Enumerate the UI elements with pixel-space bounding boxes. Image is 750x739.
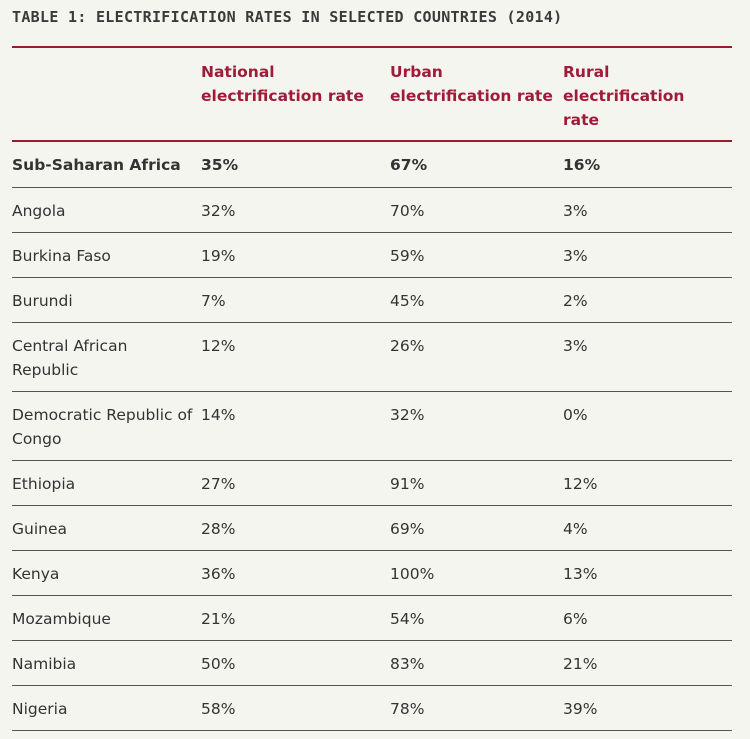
rural-cell: 4%	[563, 520, 588, 538]
header-rural-line: electrification	[563, 87, 685, 105]
national-cell: 58%	[201, 700, 236, 718]
rural-cell: 16%	[563, 156, 601, 174]
rural-cell: 2%	[563, 292, 588, 310]
country-cell: Mozambique	[12, 610, 111, 628]
national-cell: 50%	[201, 655, 236, 673]
country-cell: Burundi	[12, 292, 73, 310]
country-cell: Democratic Republic of Congo	[12, 406, 193, 448]
rural-cell: 3%	[563, 247, 588, 265]
country-cell: Guinea	[12, 520, 67, 538]
country-cell: Central African Republic	[12, 337, 128, 379]
table-row: Angola 32% 70% 3%	[12, 188, 732, 233]
national-cell: 14%	[201, 406, 236, 424]
table-row: Mozambique 21% 54% 6%	[12, 596, 732, 641]
table-row: Guinea 28% 69% 4%	[12, 506, 732, 551]
national-cell: 32%	[201, 202, 236, 220]
national-cell: 21%	[201, 610, 236, 628]
urban-cell: 32%	[390, 406, 425, 424]
urban-cell: 45%	[390, 292, 425, 310]
country-cell: Burkina Faso	[12, 247, 111, 265]
urban-cell: 26%	[390, 337, 425, 355]
national-cell: 28%	[201, 520, 236, 538]
rural-cell: 3%	[563, 202, 588, 220]
table-row: Nigeria 58% 78% 39%	[12, 686, 732, 731]
urban-cell: 54%	[390, 610, 425, 628]
table-row: Democratic Republic of Congo 14% 32% 0%	[12, 392, 732, 461]
table-row-summary: Sub-Saharan Africa 35% 67% 16%	[12, 142, 732, 188]
urban-cell: 91%	[390, 475, 425, 493]
header-urban-line: Urban	[390, 63, 443, 81]
table-row: Ethiopia 27% 91% 12%	[12, 461, 732, 506]
header-rural: Rural electrification rate	[563, 60, 684, 132]
table-title: TABLE 1: ELECTRIFICATION RATES IN SELECT…	[12, 8, 563, 26]
country-cell: Sub-Saharan Africa	[12, 156, 181, 174]
urban-cell: 59%	[390, 247, 425, 265]
header-bottom-rule	[12, 140, 732, 142]
urban-cell: 83%	[390, 655, 425, 673]
urban-cell: 100%	[390, 565, 435, 583]
rural-cell: 3%	[563, 337, 588, 355]
country-cell: Nigeria	[12, 700, 68, 718]
header-rural-line: Rural	[563, 63, 610, 81]
country-cell: Kenya	[12, 565, 60, 583]
national-cell: 36%	[201, 565, 236, 583]
urban-cell: 69%	[390, 520, 425, 538]
urban-cell: 78%	[390, 700, 425, 718]
table-row: Burundi 7% 45% 2%	[12, 278, 732, 323]
national-cell: 27%	[201, 475, 236, 493]
header-rural-line: rate	[563, 111, 600, 129]
header-top-rule	[12, 46, 732, 48]
header-national: National electrification rate	[201, 60, 364, 108]
rural-cell: 6%	[563, 610, 588, 628]
rural-cell: 12%	[563, 475, 598, 493]
table-row: Kenya 36% 100% 13%	[12, 551, 732, 596]
table-row: Namibia 50% 83% 21%	[12, 641, 732, 686]
header-national-line: electrification rate	[201, 87, 364, 105]
rural-cell: 39%	[563, 700, 598, 718]
header-national-line: National	[201, 63, 275, 81]
urban-cell: 70%	[390, 202, 425, 220]
national-cell: 7%	[201, 292, 226, 310]
header-urban-line: electrification rate	[390, 87, 553, 105]
rural-cell: 21%	[563, 655, 598, 673]
national-cell: 19%	[201, 247, 236, 265]
table-row: Burkina Faso 19% 59% 3%	[12, 233, 732, 278]
national-cell: 12%	[201, 337, 236, 355]
national-cell: 35%	[201, 156, 239, 174]
table-row: Central African Republic 12% 26% 3%	[12, 323, 732, 392]
urban-cell: 67%	[390, 156, 428, 174]
country-cell: Namibia	[12, 655, 77, 673]
country-cell: Ethiopia	[12, 475, 76, 493]
rural-cell: 13%	[563, 565, 598, 583]
rural-cell: 0%	[563, 406, 588, 424]
header-urban: Urban electrification rate	[390, 60, 553, 108]
country-cell: Angola	[12, 202, 66, 220]
